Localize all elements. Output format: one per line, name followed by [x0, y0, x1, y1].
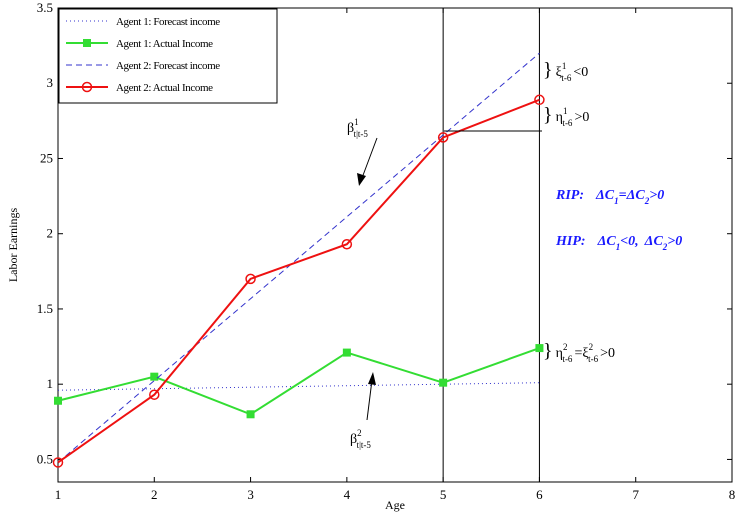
data-point-agent-2-actual-income [437, 132, 449, 143]
y-tick-label: 3.5 [37, 0, 53, 15]
data-point-agent-1-actual-income [150, 372, 159, 381]
beta2-label: β2 t|t-5 [350, 428, 371, 450]
legend-marker-agent-2-actual-income [81, 81, 93, 93]
legend-label-agent-1-actual-income: Agent 1: Actual Income [116, 38, 213, 50]
beta1-arrow [357, 137, 378, 186]
y-tick-label: 0.5 [37, 451, 53, 466]
beta2-arrow [366, 372, 376, 421]
legend-label-agent-2-actual-income: Agent 2: Actual Income [116, 82, 213, 94]
data-point-agent-2-actual-income [149, 389, 160, 400]
data-point-agent-1-actual-income [246, 410, 255, 419]
data-point-agent-1-actual-income [54, 396, 62, 405]
y-tick-label: 2 [47, 226, 54, 241]
legend-label-agent-2-forecast-income: Agent 2: Forecast income [116, 60, 220, 72]
y-axis-ticks: 0.5 1 1.5 2 25 3 3.5 [37, 0, 732, 466]
y-tick-label: 25 [40, 150, 53, 165]
data-point-agent-2-actual-income [52, 457, 64, 468]
legend-marker-agent-1-actual-income [83, 39, 91, 47]
x-tick-label: 4 [344, 487, 351, 502]
data-point-agent-1-actual-income [439, 378, 448, 387]
series-line-agent-1-forecast-income [57, 382, 540, 391]
x-axis-title: Age [385, 498, 405, 512]
xi1-label: } ξ1 t-6 <0 [543, 59, 588, 83]
data-point-agent-2-actual-income [245, 273, 256, 285]
data-point-agent-1-actual-income [342, 348, 351, 357]
beta1-label: β1 t|t-5 [347, 117, 368, 139]
series-line-agent-2-forecast-income [57, 52, 540, 463]
x-tick-label: 3 [247, 487, 254, 502]
y-tick-label: 3 [47, 75, 54, 90]
x-tick-label: 7 [632, 487, 639, 502]
x-tick-label: 1 [55, 487, 62, 502]
data-point-agent-2-actual-income [341, 238, 353, 250]
x-tick-label: 2 [151, 487, 158, 502]
data-point-agent-1-actual-income [535, 344, 544, 353]
x-tick-label: 5 [440, 487, 447, 502]
rip-annotation: RIP: ΔC1=ΔC2>0 [555, 188, 664, 206]
x-tick-label: 8 [729, 487, 735, 502]
legend-label-agent-1-forecast-income: Agent 1: Forecast income [116, 16, 220, 28]
series-line-agent-1-actual-income [57, 347, 540, 416]
hip-annotation: HIP: ΔC1<0, ΔC2>0 [555, 234, 682, 252]
y-axis-title: Labor Earnings [6, 208, 20, 283]
x-tick-label: 6 [536, 487, 543, 502]
eta1-label: } η1 t-6 >0 [543, 104, 589, 128]
y-tick-label: 1 [47, 376, 54, 391]
data-point-agent-2-actual-income [534, 94, 545, 106]
vertical-reference-lines [442, 8, 540, 482]
legend: Agent 1: Forecast income Agent 1: Actual … [58, 8, 278, 104]
y-tick-label: 1.5 [37, 301, 53, 316]
eta2-label: } η2 t-6 =ξ2 t-6 >0 [543, 340, 615, 364]
